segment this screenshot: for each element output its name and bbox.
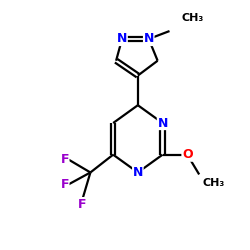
Text: F: F (60, 153, 69, 166)
Text: N: N (133, 166, 143, 179)
Text: CH₃: CH₃ (181, 13, 204, 23)
Text: N: N (144, 32, 154, 46)
Text: N: N (117, 32, 127, 46)
Text: CH₃: CH₃ (202, 178, 224, 188)
Text: N: N (158, 116, 168, 130)
Text: F: F (78, 198, 87, 210)
Text: F: F (60, 178, 69, 191)
Text: O: O (182, 148, 192, 161)
